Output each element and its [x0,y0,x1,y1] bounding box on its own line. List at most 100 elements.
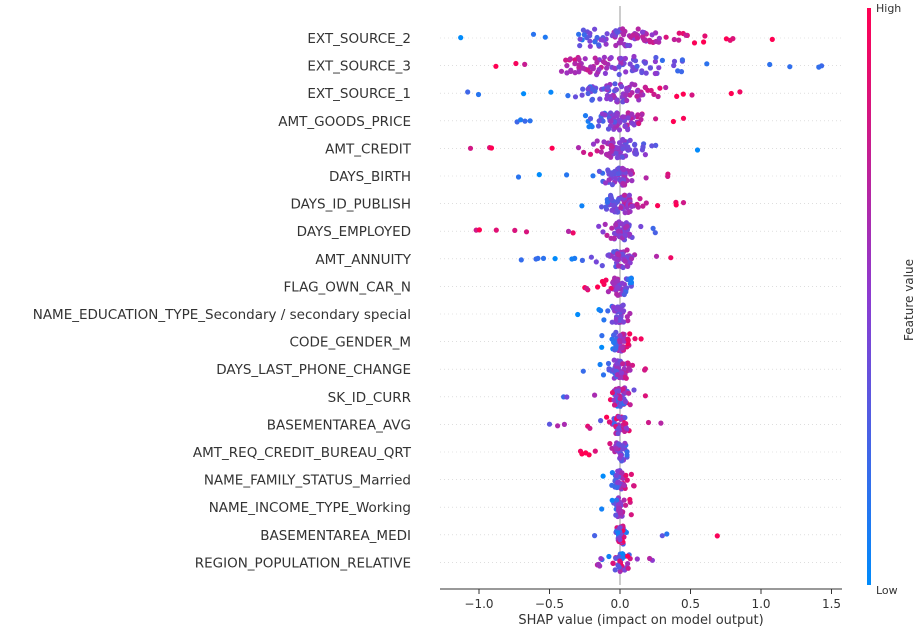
shap-dot [603,277,609,283]
shap-dot [624,263,630,269]
shap-dot [564,63,570,69]
shap-dot [626,365,632,371]
shap-dot [613,150,619,156]
shap-dot [569,256,575,262]
shap-dot [582,113,589,119]
shap-dot [600,372,607,378]
shap-dot [621,32,627,38]
shap-dot [598,149,604,155]
shap-dot [668,255,674,261]
shap-dot [702,33,708,39]
shap-dot [599,204,605,210]
shap-dot [613,87,620,93]
shap-dot [590,141,597,147]
shap-dot [671,62,677,69]
shap-dot [608,96,614,102]
shap-dot [587,30,593,36]
shap-dot [609,497,615,503]
shap-dot [611,402,618,408]
shap-dot [596,223,602,229]
shap-dot [488,145,495,151]
shap-dot [609,207,615,213]
x-axis-label: SHAP value (impact on model output) [518,613,763,628]
shap-dot [597,361,603,368]
shap-dot [586,124,592,130]
shap-dot [619,470,625,476]
shap-dot [683,32,689,38]
shap-dot [609,225,615,231]
shap-dot [623,502,629,508]
feature-label: NAME_INCOME_TYPE_Working [209,500,411,516]
x-tick-label: 1.0 [751,597,770,611]
shap-dot [493,63,499,69]
x-tick-label: −1.0 [464,597,493,611]
shap-dot [601,54,608,60]
shap-dot [622,210,628,216]
shap-dot [568,68,574,74]
shap-dot [579,203,585,209]
shap-dot [613,512,619,518]
shap-dot [623,69,629,75]
shap-dot [616,64,622,70]
shap-dot [606,366,612,372]
shap-dot [679,57,686,63]
shap-dot [602,221,608,227]
feature-label: AMT_GOODS_PRICE [278,114,411,130]
shap-dot [555,423,561,429]
shap-dot [594,148,600,154]
shap-dot [599,506,605,512]
shap-dot [628,171,634,177]
feature-labels: EXT_SOURCE_2 EXT_SOURCE_3 EXT_SOURCE_1 AMT_… [33,31,412,571]
shap-dot [634,556,640,562]
shap-dot [584,67,591,73]
shap-dot [624,449,630,455]
shap-dot [647,555,653,562]
shap-dot [592,26,598,32]
shap-dot [618,345,624,351]
shap-dot [621,497,627,503]
feature-label: EXT_SOURCE_3 [307,59,411,75]
shap-dot [595,284,601,290]
shap-dot [608,142,614,149]
shap-dot [577,36,583,42]
shap-dot [639,29,646,35]
shap-dot [648,87,654,94]
shap-dot [493,227,499,233]
shap-dot [546,421,553,427]
shap-dot [650,225,656,231]
shap-dot [611,230,618,236]
shap-dot [704,61,710,67]
shap-dot [616,425,622,431]
shap-dot [627,496,633,503]
shap-dot [614,372,621,378]
shap-dot [624,314,630,320]
shap-dot [676,30,682,36]
shap-dot [639,69,645,76]
shap-dot [622,232,628,238]
shap-dot [643,70,649,76]
shap-dot [620,136,626,143]
shap-dot [635,26,641,32]
shap-dot [658,420,664,426]
shap-dot [612,345,619,351]
feature-label: AMT_REQ_CREDIT_BUREAU_QRT [193,445,412,461]
shap-dot [611,249,617,255]
feature-label: BASEMENTAREA_AVG [267,417,411,433]
shap-dot [603,41,609,47]
shap-dot [627,402,633,408]
shap-dot [512,227,518,233]
shap-dot [595,123,602,129]
shap-dot [624,42,631,49]
shap-dot [552,256,558,262]
shap-dot [642,393,649,399]
shap-dot [632,82,638,88]
shap-dot [617,396,623,402]
shap-dot [605,289,612,295]
shap-dot [580,86,586,92]
shap-dot [653,116,659,122]
shap-dot [592,392,598,398]
shap-dot [616,479,622,485]
shap-dot [625,361,632,367]
shap-dot [636,120,642,127]
shap-dot [614,278,620,284]
